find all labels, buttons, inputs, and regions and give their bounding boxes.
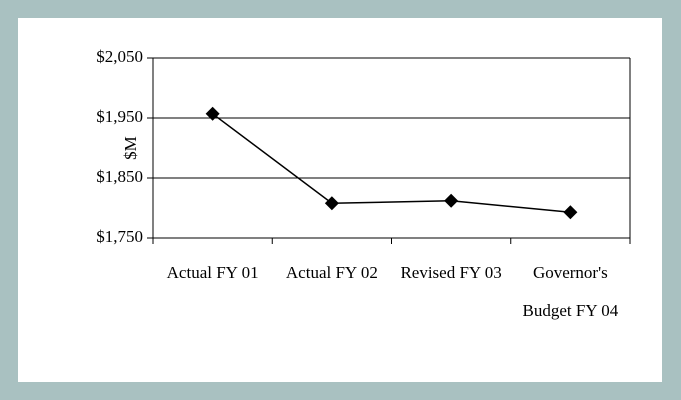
marker: [205, 106, 220, 121]
y-tick-label: $1,850: [96, 167, 143, 186]
line: [212, 113, 571, 213]
x-tick-label: Actual FY 01: [166, 263, 259, 282]
marker: [444, 193, 459, 208]
y-tick-label: $1,750: [96, 227, 143, 246]
marker: [324, 196, 339, 211]
marker: [563, 205, 578, 220]
x-tick-label: Actual FY 02: [285, 263, 378, 282]
x-tick-label: Revised FY 03: [400, 263, 502, 282]
y-tick-label: $2,050: [96, 47, 143, 66]
x-tick-label: Governor's Budget FY 04: [522, 263, 619, 320]
y-tick-label: $1,950: [96, 107, 143, 126]
chart-panel: [18, 18, 662, 382]
y-axis-label: $M: [121, 136, 140, 160]
